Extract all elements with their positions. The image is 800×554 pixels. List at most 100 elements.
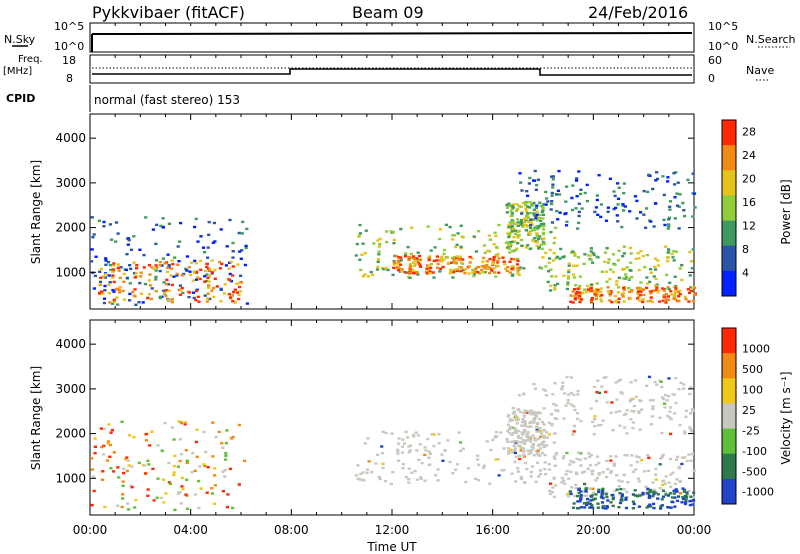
data-cell: [449, 268, 453, 272]
data-cell: [600, 300, 604, 303]
data-cell: [575, 177, 579, 180]
data-cell: [524, 229, 528, 232]
data-cell: [614, 410, 618, 414]
data-cell: [182, 272, 186, 276]
data-cell: [609, 459, 613, 462]
data-cell: [644, 485, 648, 488]
data-cell: [454, 262, 458, 265]
data-cell: [629, 464, 633, 467]
data-cell: [512, 235, 516, 239]
data-cell: [634, 379, 638, 382]
data-cell: [121, 484, 125, 487]
x-tick-label: 20:00: [576, 523, 611, 537]
data-cell: [615, 398, 619, 401]
data-cell: [583, 494, 587, 497]
data-cell: [358, 478, 362, 481]
data-cell: [586, 467, 590, 470]
data-cell: [585, 501, 589, 505]
data-cell: [582, 262, 586, 265]
data-cell: [445, 256, 449, 259]
data-cell: [692, 499, 696, 502]
nsky-frame: [89, 22, 695, 53]
data-cell: [170, 267, 174, 270]
colorbar-cell: [722, 270, 736, 297]
data-cell: [575, 290, 580, 294]
data-cell: [540, 420, 545, 424]
nsky-tick-top: 10^5: [54, 20, 84, 33]
data-cell: [637, 480, 641, 483]
data-cell: [564, 212, 568, 215]
data-cell: [376, 260, 380, 264]
data-cell: [211, 241, 215, 244]
data-cell: [156, 444, 160, 447]
data-cell: [185, 255, 189, 258]
data-cell: [419, 476, 423, 479]
data-cell: [669, 506, 673, 509]
data-cell: [609, 455, 613, 458]
data-cell: [108, 281, 112, 284]
data-cell: [537, 437, 541, 441]
data-cell: [616, 182, 620, 185]
data-cell: [604, 493, 608, 496]
data-cell: [673, 412, 677, 415]
data-cell: [591, 420, 595, 424]
data-cell: [212, 221, 216, 225]
data-cell: [519, 181, 523, 184]
data-cell: [563, 392, 567, 395]
data-cell: [509, 209, 513, 213]
data-cell: [561, 457, 565, 460]
colorbar-cell: [722, 328, 736, 354]
data-cell: [513, 249, 518, 252]
data-cell: [455, 463, 460, 466]
data-cell: [660, 431, 664, 435]
data-cell: [355, 242, 359, 246]
data-cell: [229, 280, 233, 283]
data-cell: [543, 389, 547, 392]
data-cell: [191, 452, 195, 455]
data-cell: [631, 421, 635, 424]
data-cell: [652, 492, 656, 496]
data-cell: [231, 241, 235, 245]
data-cell: [425, 272, 429, 275]
data-cell: [104, 259, 108, 262]
data-cell: [534, 480, 538, 483]
data-cell: [636, 252, 640, 255]
data-cell: [583, 191, 587, 195]
data-cell: [178, 438, 182, 441]
data-cell: [178, 293, 182, 296]
data-cell: [571, 250, 575, 253]
data-cell: [427, 456, 431, 459]
data-cell: [494, 430, 498, 434]
data-cell: [377, 475, 381, 479]
data-cell: [376, 265, 380, 269]
data-cell: [592, 498, 596, 501]
data-cell: [195, 455, 199, 458]
data-cell: [596, 292, 600, 296]
data-cell: [356, 477, 360, 480]
data-cell: [451, 472, 455, 475]
data-cell: [191, 279, 195, 282]
data-cell: [167, 461, 171, 465]
data-cell: [609, 471, 613, 474]
data-cell: [536, 226, 540, 229]
data-cell: [601, 489, 605, 492]
data-cell: [610, 300, 614, 304]
data-cell: [516, 266, 520, 270]
data-cell: [493, 271, 497, 274]
data-cell: [523, 420, 527, 423]
data-cell: [642, 293, 646, 297]
data-cell: [550, 194, 554, 197]
data-cell: [679, 381, 683, 385]
data-cell: [115, 296, 119, 299]
data-cell: [431, 271, 435, 274]
data-cell: [162, 501, 166, 504]
data-cell: [686, 178, 690, 182]
data-cell: [151, 228, 155, 231]
data-cell: [515, 218, 520, 221]
data-cell: [500, 469, 504, 472]
data-cell: [607, 258, 611, 261]
data-cell: [631, 426, 635, 430]
data-cell: [678, 480, 682, 483]
data-cell: [243, 459, 247, 463]
